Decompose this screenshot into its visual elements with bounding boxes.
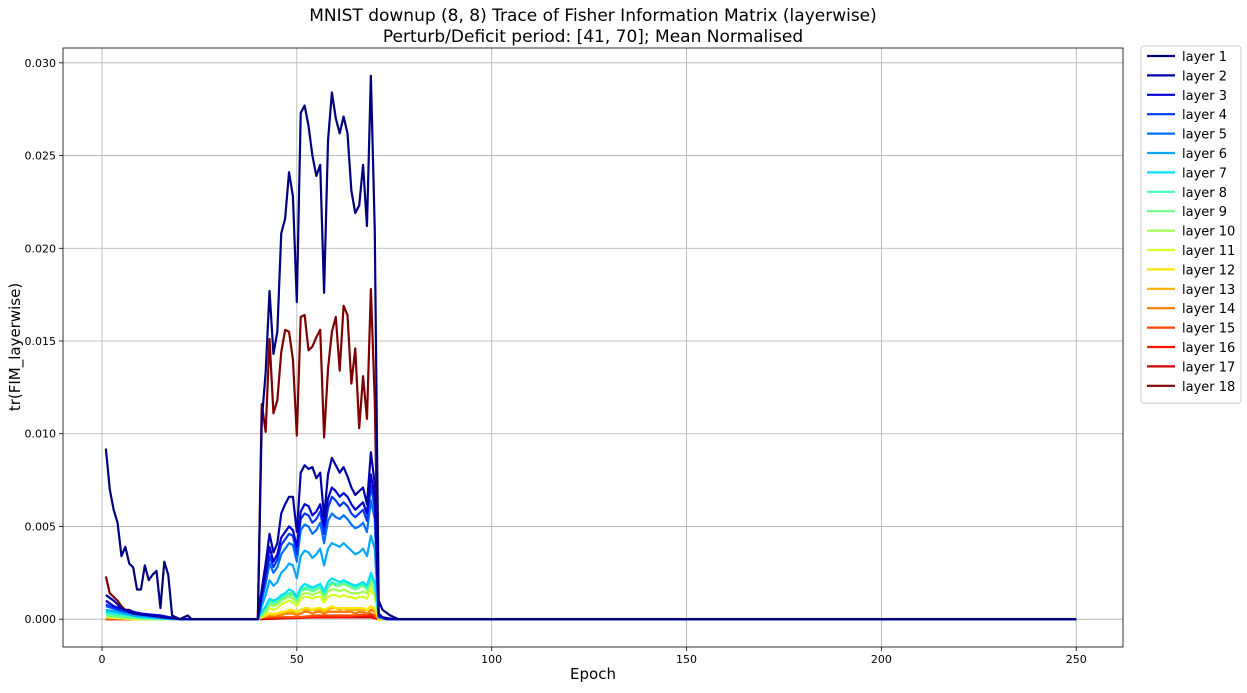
legend-label: layer 16 bbox=[1182, 341, 1235, 356]
series-line-layer-5 bbox=[105, 499, 1077, 621]
series-line-layer-6 bbox=[105, 534, 1077, 621]
legend-label: layer 3 bbox=[1182, 89, 1227, 104]
series-line-layer-2 bbox=[105, 451, 1077, 621]
y-tick-label: 0.020 bbox=[25, 242, 57, 255]
series-line-layer-13 bbox=[105, 605, 1077, 621]
legend-label: layer 5 bbox=[1182, 128, 1227, 143]
series-line-layer-8 bbox=[105, 573, 1077, 621]
legend-label: layer 14 bbox=[1182, 302, 1235, 317]
legend-label: layer 1 bbox=[1182, 50, 1227, 65]
series-line-layer-12 bbox=[105, 605, 1077, 621]
x-axis-label: Epoch bbox=[570, 665, 616, 683]
x-tick-label: 250 bbox=[1066, 653, 1087, 666]
series-line-layer-18 bbox=[104, 287, 1077, 621]
legend-label: layer 18 bbox=[1182, 380, 1235, 395]
legend-label: layer 15 bbox=[1182, 322, 1235, 337]
y-tick-label: 0.010 bbox=[25, 428, 57, 441]
series-line-layer-11 bbox=[105, 588, 1077, 621]
chart-title: MNIST downup (8, 8) Trace of Fisher Info… bbox=[309, 6, 877, 26]
series-line-layer-4 bbox=[105, 484, 1077, 621]
y-axis-label: tr(FIM_layerwise) bbox=[6, 283, 25, 411]
y-tick-label: 0.000 bbox=[25, 613, 57, 626]
legend-label: layer 6 bbox=[1182, 147, 1227, 162]
legend-label: layer 9 bbox=[1182, 205, 1227, 220]
series-lines bbox=[104, 74, 1077, 621]
legend-label: layer 4 bbox=[1182, 108, 1227, 123]
legend-label: layer 10 bbox=[1182, 225, 1235, 240]
plot-frame bbox=[62, 47, 1124, 648]
legend: layer 1 layer 2 layer 3 layer 4 layer 5 layer… bbox=[1140, 45, 1242, 404]
series-line-layer-7 bbox=[105, 571, 1077, 621]
y-tick-label: 0.025 bbox=[25, 150, 57, 163]
legend-label: layer 13 bbox=[1182, 283, 1235, 298]
y-tick-label: 0.015 bbox=[25, 335, 57, 348]
chart-subtitle: Perturb/Deficit period: [41, 70]; Mean N… bbox=[383, 27, 803, 47]
x-tick-label: 50 bbox=[290, 653, 304, 666]
legend-label: layer 8 bbox=[1182, 186, 1227, 201]
x-tick-label: 0 bbox=[98, 653, 105, 666]
series-line-layer-1 bbox=[104, 74, 1077, 621]
y-tick-label: 0.030 bbox=[25, 57, 57, 70]
legend-label: layer 11 bbox=[1182, 244, 1235, 259]
legend-label: layer 2 bbox=[1182, 69, 1227, 84]
axis-ticks: 0 50 100 150 200 250 0.000 0.005 0.010 0.015 0.020… bbox=[25, 57, 1087, 666]
y-tick-label: 0.005 bbox=[25, 520, 57, 533]
x-tick-label: 200 bbox=[871, 653, 892, 666]
legend-label: layer 12 bbox=[1182, 263, 1235, 278]
x-tick-label: 150 bbox=[676, 653, 697, 666]
series-line-layer-9 bbox=[105, 577, 1077, 621]
x-tick-label: 100 bbox=[481, 653, 502, 666]
legend-box bbox=[1140, 45, 1242, 404]
series-line-layer-14 bbox=[105, 608, 1077, 621]
series-line-layer-10 bbox=[105, 582, 1077, 621]
grid bbox=[63, 48, 1123, 647]
legend-label: layer 7 bbox=[1182, 166, 1227, 181]
series-line-layer-3 bbox=[105, 473, 1077, 621]
legend-label: layer 17 bbox=[1182, 360, 1235, 375]
